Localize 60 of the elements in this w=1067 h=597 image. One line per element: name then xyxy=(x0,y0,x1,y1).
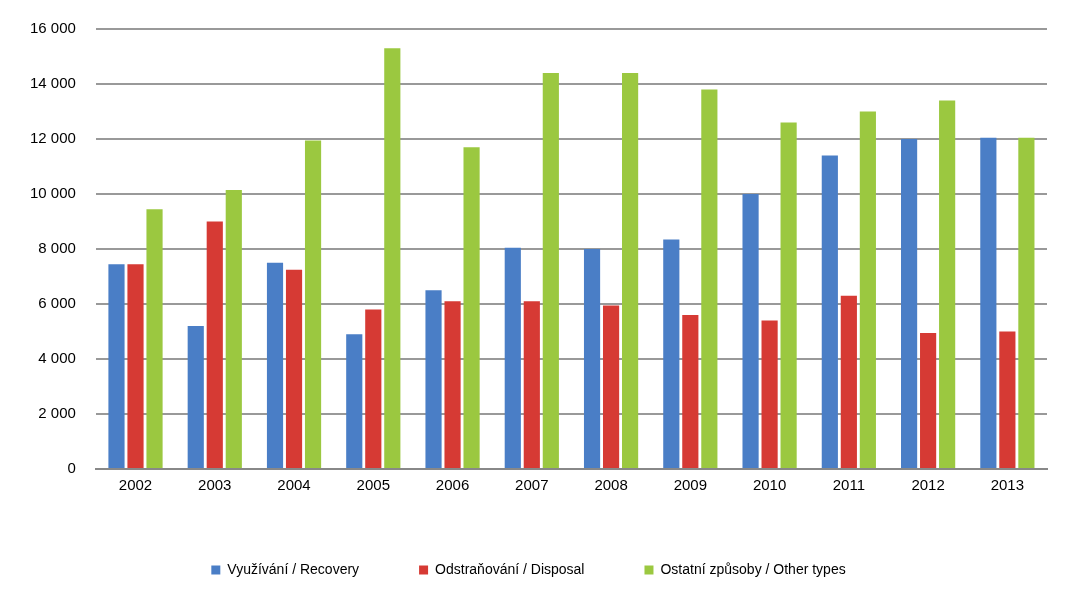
y-tick-label: 0 xyxy=(67,459,76,477)
bar xyxy=(266,262,284,468)
bar xyxy=(304,140,322,468)
x-tick-label: 2009 xyxy=(673,476,708,494)
bar xyxy=(821,155,838,468)
x-tick-label: 2003 xyxy=(198,476,232,494)
y-tick-label: 14 000 xyxy=(29,74,76,92)
bar xyxy=(780,122,797,468)
y-tick-label: 8 000 xyxy=(38,239,76,257)
y-tick-label: 4 000 xyxy=(38,349,76,367)
bar xyxy=(146,209,163,468)
x-tick-label: 2005 xyxy=(356,476,390,494)
bar xyxy=(742,194,759,468)
bar xyxy=(108,264,125,468)
bar xyxy=(127,264,144,468)
bar xyxy=(980,137,997,468)
bar xyxy=(622,73,639,468)
y-tick-label: 6 000 xyxy=(38,294,76,312)
bar xyxy=(444,301,461,468)
bar xyxy=(602,305,620,468)
bar xyxy=(761,320,778,468)
x-tick-label: 2013 xyxy=(990,476,1025,494)
bar xyxy=(542,73,559,468)
legend-label: Odstraňování / Disposal xyxy=(435,560,585,577)
bar xyxy=(523,301,540,468)
y-tick-label: 2 000 xyxy=(38,404,76,422)
bar xyxy=(384,48,401,468)
x-tick-label: 2004 xyxy=(277,476,311,494)
y-tick-label: 12 000 xyxy=(29,129,76,147)
bar xyxy=(999,331,1016,468)
bar xyxy=(840,295,857,468)
bar xyxy=(285,269,303,468)
x-tick-label: 2002 xyxy=(118,476,153,494)
legend-label: Ostatní způsoby / Other types xyxy=(660,560,846,577)
y-tick-label: 10 000 xyxy=(29,184,76,202)
x-tick-label: 2006 xyxy=(435,476,470,494)
x-tick-label: 2007 xyxy=(515,476,549,494)
x-tick-label: 2011 xyxy=(832,476,865,494)
x-tick-label: 2012 xyxy=(911,476,945,494)
bar xyxy=(425,290,442,468)
bar xyxy=(920,332,937,468)
bar xyxy=(463,147,480,468)
bar xyxy=(1018,137,1035,468)
bar xyxy=(682,315,699,468)
bar xyxy=(583,249,601,468)
bar xyxy=(187,326,204,468)
bar xyxy=(365,309,382,468)
bar xyxy=(701,89,718,468)
bar xyxy=(663,239,680,468)
bar xyxy=(939,100,956,468)
bar xyxy=(901,139,918,468)
bar xyxy=(504,247,521,468)
bar xyxy=(859,111,876,468)
bar xyxy=(206,221,223,468)
bar xyxy=(225,189,242,468)
y-tick-label: 16 000 xyxy=(29,19,76,37)
legend-label: Využívání / Recovery xyxy=(227,560,360,577)
x-tick-label: 2008 xyxy=(594,476,628,494)
x-tick-label: 2010 xyxy=(752,476,787,494)
bar xyxy=(346,334,363,468)
